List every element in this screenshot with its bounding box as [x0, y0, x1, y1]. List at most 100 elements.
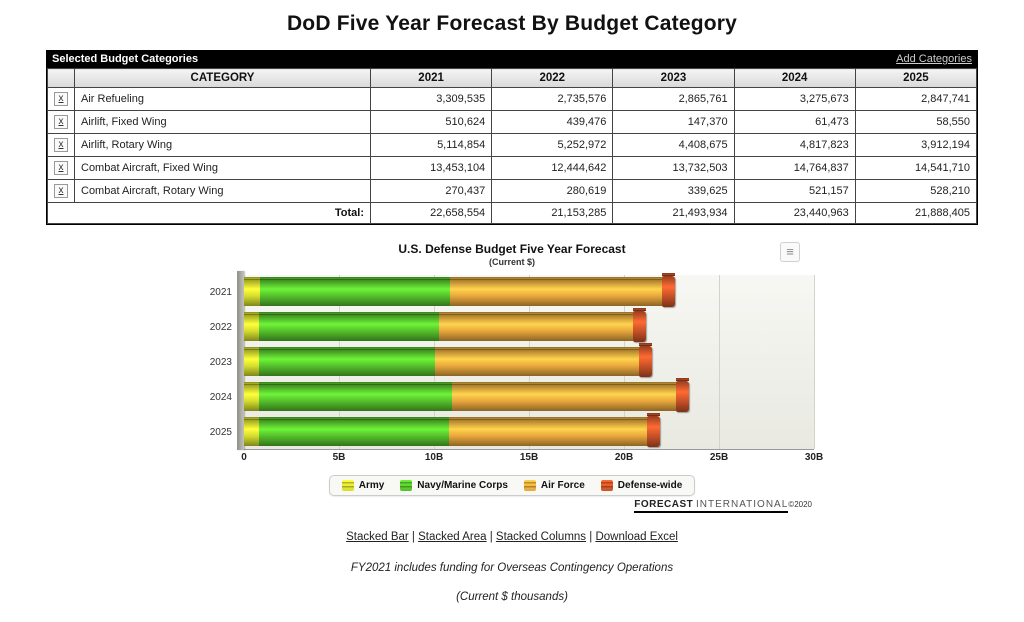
table-row: x Combat Aircraft, Rotary Wing 270,437 280,… — [47, 179, 978, 203]
value-cell: 13,732,503 — [612, 156, 735, 180]
gridline — [814, 275, 815, 449]
x-axis-labels: 0 5B 10B 15B 20B 25B 30B — [241, 452, 823, 467]
y-axis-tick-label: 2025 — [209, 427, 232, 438]
remove-column-header — [47, 68, 75, 88]
bar-segment-army — [244, 385, 259, 411]
x-axis-tick-label: 0 — [241, 452, 247, 463]
value-cell: 147,370 — [612, 110, 735, 134]
value-cell: 510,624 — [369, 110, 493, 134]
y-axis-tick-label: 2024 — [209, 392, 232, 403]
year-column-header: 2023 — [612, 68, 735, 88]
bar-segment-navy-marine-corps — [258, 350, 436, 376]
value-cell: 61,473 — [733, 110, 856, 134]
legend-item-air-force[interactable]: Air Force — [523, 480, 585, 491]
value-cell: 58,550 — [854, 110, 978, 134]
value-cell: 5,114,854 — [369, 133, 493, 157]
x-axis-tick-label: 15B — [519, 452, 539, 463]
legend-marker-icon — [400, 480, 413, 491]
value-cell: 5,252,972 — [491, 133, 614, 157]
chart-context-menu-button[interactable]: ≡ — [780, 242, 800, 262]
value-cell: 3,275,673 — [733, 87, 856, 111]
value-cell: 3,309,535 — [369, 87, 493, 111]
table-header-band: Selected Budget Categories Add Categorie… — [47, 51, 977, 68]
total-value-cell: 21,493,934 — [612, 202, 735, 224]
value-cell: 521,157 — [733, 179, 856, 203]
remove-row-button[interactable]: x — [54, 138, 68, 152]
legend-label: Army — [358, 480, 385, 491]
chart-3d-wall — [237, 271, 244, 450]
category-cell: Airlift, Rotary Wing — [74, 133, 371, 157]
value-cell: 2,847,741 — [854, 87, 978, 111]
value-cell: 270,437 — [369, 179, 493, 203]
link-download-excel[interactable]: Download Excel — [595, 531, 678, 543]
stacked-bar-2024 — [244, 381, 814, 412]
plot-area — [237, 271, 815, 450]
bar-segment-air-force — [448, 420, 647, 446]
bar-segment-defense-wide — [638, 346, 653, 377]
category-cell: Combat Aircraft, Fixed Wing — [74, 156, 371, 180]
value-cell: 13,453,104 — [369, 156, 493, 180]
remove-cell: x — [47, 156, 75, 180]
forecast-international-logo: FORECAST INTERNATIONAL — [634, 499, 789, 513]
link-stacked-columns[interactable]: Stacked Columns — [495, 531, 587, 543]
total-label: Total: — [47, 202, 371, 224]
year-column-header: 2022 — [491, 68, 614, 88]
legend-item-navy-marine-corps[interactable]: Navy/Marine Corps — [400, 480, 508, 491]
total-value-cell: 21,888,405 — [854, 202, 978, 224]
category-cell: Air Refueling — [74, 87, 371, 111]
bar-segment-army — [244, 315, 259, 341]
chart-title: U.S. Defense Budget Five Year Forecast — [398, 242, 626, 256]
remove-row-button[interactable]: x — [54, 184, 68, 198]
category-column-header: CATEGORY — [74, 68, 371, 88]
y-axis-labels: 2021 2022 2023 2024 2025 — [210, 275, 244, 450]
value-cell: 2,865,761 — [612, 87, 735, 111]
legend-marker-icon — [600, 480, 613, 491]
remove-row-button[interactable]: x — [54, 161, 68, 175]
bar-segment-navy-marine-corps — [258, 315, 440, 341]
remove-row-button[interactable]: x — [54, 115, 68, 129]
remove-cell: x — [47, 87, 75, 111]
footnote-oco: FY2021 includes funding for Overseas Con… — [350, 562, 674, 574]
footnote-units: (Current $ thousands) — [456, 591, 568, 603]
value-cell: 339,625 — [612, 179, 735, 203]
table-row: x Air Refueling 3,309,535 2,735,576 2,865,76… — [47, 87, 978, 111]
table-row: x Combat Aircraft, Fixed Wing 13,453,104 12… — [47, 156, 978, 180]
link-stacked-bar[interactable]: Stacked Bar — [346, 531, 409, 543]
bar-segment-air-force — [449, 280, 662, 306]
legend-label: Air Force — [540, 480, 585, 491]
add-categories-link[interactable]: Add Categories — [896, 53, 972, 65]
remove-row-button[interactable]: x — [54, 92, 68, 106]
value-cell: 14,541,710 — [854, 156, 978, 180]
bar-segment-army — [244, 420, 259, 446]
remove-cell: x — [47, 179, 75, 203]
value-cell: 280,619 — [491, 179, 614, 203]
link-stacked-area[interactable]: Stacked Area — [418, 531, 487, 543]
table-row: x Airlift, Rotary Wing 5,114,854 5,252,972 4… — [47, 133, 978, 157]
y-axis-tick-label: 2023 — [209, 357, 232, 368]
bar-segment-defense-wide — [676, 381, 690, 412]
category-cell: Combat Aircraft, Rotary Wing — [74, 179, 371, 203]
stacked-bar-2021 — [244, 276, 814, 307]
y-axis-tick-label: 2021 — [209, 287, 232, 298]
stacked-bar-2022 — [244, 311, 814, 342]
legend-marker-icon — [523, 480, 536, 491]
bar-segment-defense-wide — [646, 416, 660, 447]
legend-item-defense-wide[interactable]: Defense-wide — [600, 480, 683, 491]
legend-marker-icon — [341, 480, 354, 491]
stacked-bar-2025 — [244, 416, 814, 447]
watermark: FORECAST INTERNATIONAL©2020 — [210, 499, 814, 513]
page-title: DoD Five Year Forecast By Budget Categor… — [286, 12, 738, 35]
x-axis-tick-label: 20B — [614, 452, 634, 463]
value-cell: 4,408,675 — [612, 133, 735, 157]
legend-label: Defense-wide — [617, 480, 683, 491]
budget-table: Selected Budget Categories Add Categorie… — [46, 50, 978, 225]
value-cell: 14,764,837 — [733, 156, 856, 180]
legend-item-army[interactable]: Army — [341, 480, 385, 491]
x-axis-tick-label: 25B — [709, 452, 729, 463]
bar-segment-defense-wide — [632, 311, 646, 342]
value-cell: 439,476 — [491, 110, 614, 134]
chart-subtitle: (Current $) — [488, 257, 535, 267]
bar-segment-air-force — [435, 350, 639, 376]
bar-segment-army — [244, 350, 259, 376]
value-cell: 3,912,194 — [854, 133, 978, 157]
